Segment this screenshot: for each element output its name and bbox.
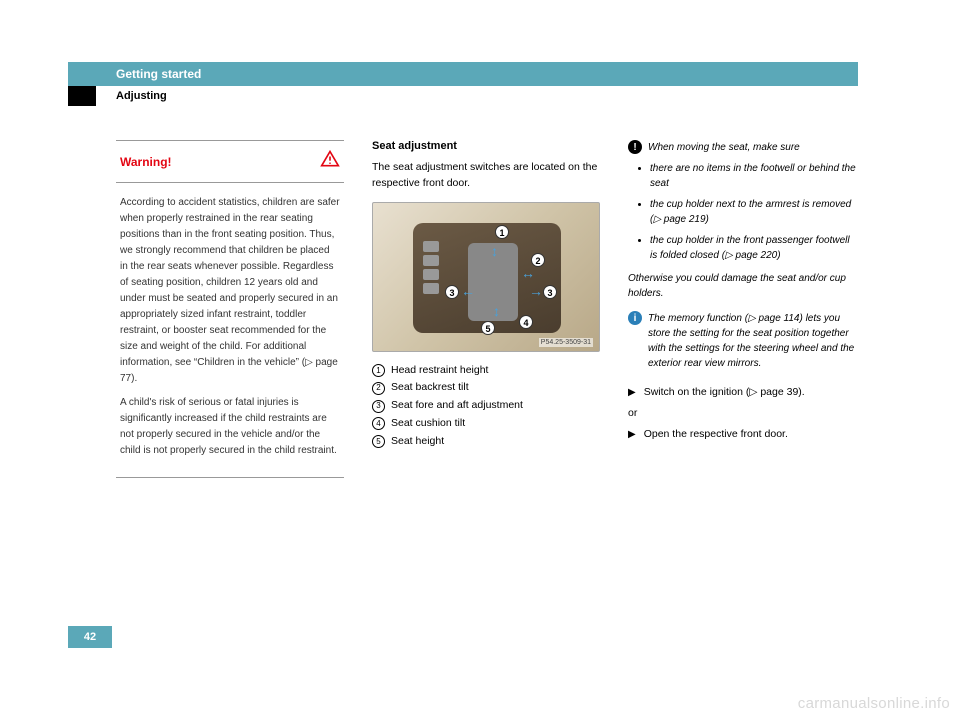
callout-3a: 3 [445, 285, 459, 299]
chapter-title: Getting started [116, 67, 201, 81]
memory-buttons [423, 241, 439, 297]
or-label: or [628, 407, 856, 419]
caution-lead: When moving the seat, make sure [648, 140, 800, 155]
exclamation-icon: ! [628, 140, 642, 154]
legend-row: 1 Head restraint height [372, 362, 600, 380]
legend-text: Seat backrest tilt [391, 379, 469, 397]
warning-triangle-icon [320, 149, 340, 174]
legend-num: 1 [372, 364, 385, 377]
seat-title: Seat adjustment [372, 140, 600, 152]
info-note: i The memory function (▷ page 114) lets … [628, 311, 856, 371]
callout-5: 5 [481, 321, 495, 335]
caution-item: the cup holder next to the armrest is re… [650, 197, 856, 227]
arrow-icon: → [529, 283, 543, 299]
column-notes: ! When moving the seat, make sure there … [628, 140, 856, 449]
warning-para-1: According to accident statistics, childr… [120, 195, 340, 387]
caution-item: the cup holder in the front passenger fo… [650, 233, 856, 263]
arrow-icon: ↔ [521, 265, 535, 281]
arrow-icon: ↕ [493, 303, 500, 319]
action-marker-icon: ▶ [628, 385, 636, 401]
legend-num: 4 [372, 417, 385, 430]
seat-figure: 1 2 3 3 4 5 ↕ ↔ ← → ↕ P54.25-3509-31 [372, 202, 600, 352]
column-warning: Warning! According to accident statistic… [116, 140, 344, 478]
chapter-bar: Getting started [68, 62, 858, 86]
action-step: ▶ Switch on the ignition (▷ page 39). [628, 385, 856, 401]
manual-page: Getting started Adjusting Warning! Accor… [0, 0, 960, 720]
legend-row: 3 Seat fore and aft adjustment [372, 397, 600, 415]
callout-4: 4 [519, 315, 533, 329]
column-seat: Seat adjustment The seat adjustment swit… [372, 140, 600, 451]
seat-intro: The seat adjustment switches are located… [372, 160, 600, 192]
warning-para-2: A child's risk of serious or fatal injur… [120, 395, 340, 459]
warning-body: According to accident statistics, childr… [116, 189, 344, 478]
callout-1: 1 [495, 225, 509, 239]
legend-text: Seat fore and aft adjustment [391, 397, 523, 415]
section-tab [68, 86, 96, 106]
arrow-icon: ↕ [491, 243, 498, 259]
warning-header: Warning! [116, 140, 344, 183]
action-text: Switch on the ignition (▷ page 39). [644, 385, 805, 401]
legend-text: Seat cushion tilt [391, 415, 465, 433]
arrow-icon: ← [461, 283, 475, 299]
figure-label: P54.25-3509-31 [539, 338, 593, 347]
legend-num: 2 [372, 382, 385, 395]
warning-title: Warning! [120, 155, 172, 169]
legend-row: 5 Seat height [372, 433, 600, 451]
legend-text: Head restraint height [391, 362, 488, 380]
info-icon: i [628, 311, 642, 325]
caution-list: there are no items in the footwell or be… [628, 161, 856, 263]
watermark: carmanualsonline.info [798, 695, 950, 712]
callout-3b: 3 [543, 285, 557, 299]
action-text: Open the respective front door. [644, 427, 788, 443]
legend-list: 1 Head restraint height 2 Seat backrest ti… [372, 362, 600, 451]
legend-row: 2 Seat backrest tilt [372, 379, 600, 397]
caution-item: there are no items in the footwell or be… [650, 161, 856, 191]
info-text: The memory function (▷ page 114) lets yo… [648, 311, 856, 371]
caution-tail: Otherwise you could damage the seat and/… [628, 271, 856, 301]
legend-num: 5 [372, 435, 385, 448]
action-step: ▶ Open the respective front door. [628, 427, 856, 443]
legend-row: 4 Seat cushion tilt [372, 415, 600, 433]
action-marker-icon: ▶ [628, 427, 636, 443]
section-title: Adjusting [116, 90, 167, 102]
page-number: 42 [68, 626, 112, 648]
caution-note: ! When moving the seat, make sure [628, 140, 856, 155]
legend-text: Seat height [391, 433, 444, 451]
legend-num: 3 [372, 400, 385, 413]
